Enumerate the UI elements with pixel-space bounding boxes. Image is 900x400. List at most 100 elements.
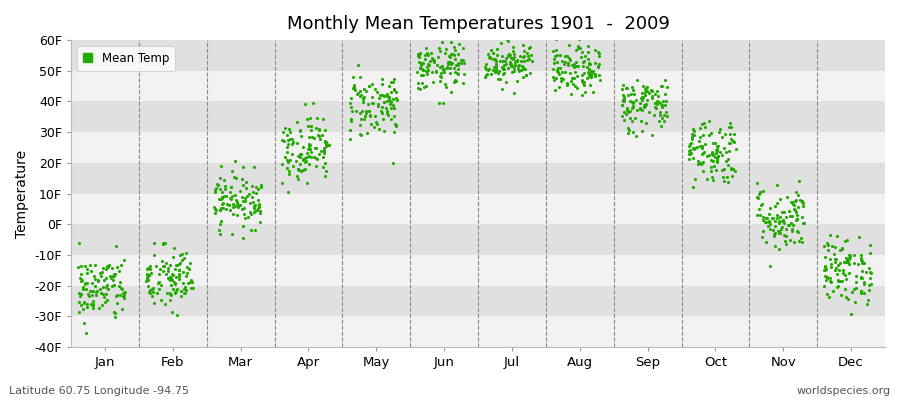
Point <box>817 283 832 290</box>
Point <box>790 192 805 198</box>
Point <box>174 293 188 300</box>
Point <box>220 206 234 212</box>
Point <box>653 82 668 89</box>
Point <box>832 267 846 274</box>
Point <box>716 166 731 172</box>
Point <box>140 270 154 277</box>
Point <box>212 206 227 213</box>
Point <box>237 211 251 217</box>
Point <box>625 118 639 124</box>
Point <box>413 65 428 71</box>
Point <box>442 58 456 65</box>
Point <box>621 92 635 99</box>
Point <box>356 99 370 106</box>
Point <box>280 132 294 138</box>
Point <box>756 188 770 194</box>
Point <box>504 63 518 69</box>
Point <box>304 154 319 160</box>
Point <box>681 151 696 157</box>
Point <box>723 131 737 138</box>
Point <box>629 97 643 103</box>
Point <box>343 126 357 133</box>
Point <box>772 196 787 202</box>
Point <box>615 102 629 108</box>
Point <box>212 175 227 181</box>
Point <box>640 84 654 90</box>
Point <box>828 259 842 266</box>
Point <box>439 65 454 72</box>
Point <box>726 166 741 172</box>
Point <box>618 110 633 117</box>
Point <box>835 278 850 285</box>
Point <box>431 54 446 60</box>
Point <box>497 70 511 77</box>
Point <box>654 83 669 90</box>
Point <box>817 266 832 273</box>
Point <box>498 35 512 42</box>
Point <box>359 88 374 94</box>
Point <box>615 102 629 108</box>
Point <box>786 222 800 228</box>
Point <box>353 131 367 137</box>
Point <box>575 92 590 98</box>
Point <box>785 228 799 234</box>
Point <box>650 101 664 108</box>
Point <box>435 39 449 46</box>
Point <box>562 55 577 62</box>
Point <box>616 96 631 103</box>
Point <box>650 88 664 94</box>
Point <box>705 130 719 136</box>
Point <box>824 278 838 285</box>
Point <box>229 197 243 204</box>
Point <box>659 109 673 115</box>
Point <box>310 132 325 138</box>
Point <box>280 148 294 155</box>
Point <box>681 155 696 162</box>
Point <box>510 58 525 64</box>
Point <box>857 290 871 296</box>
Point <box>702 152 716 158</box>
Point <box>487 64 501 70</box>
Point <box>293 127 308 133</box>
Point <box>752 190 766 197</box>
Point <box>834 292 849 298</box>
Point <box>252 208 266 214</box>
Point <box>577 58 591 64</box>
Point <box>514 67 528 73</box>
Point <box>791 229 806 235</box>
Bar <box>71 286 885 316</box>
Point <box>643 109 657 116</box>
Point <box>384 105 399 112</box>
Point <box>368 86 382 92</box>
Point <box>853 274 868 281</box>
Point <box>420 67 435 74</box>
Point <box>691 161 706 168</box>
Point <box>152 271 166 277</box>
Bar <box>71 132 885 163</box>
Point <box>251 204 266 210</box>
Point <box>453 41 467 48</box>
Point <box>73 293 87 299</box>
Point <box>140 283 155 290</box>
Point <box>224 196 238 202</box>
Point <box>419 71 434 78</box>
Point <box>552 84 566 90</box>
Point <box>571 63 585 69</box>
Point <box>212 196 226 202</box>
Point <box>782 208 796 214</box>
Point <box>706 177 720 183</box>
Point <box>615 86 629 92</box>
Point <box>443 70 457 77</box>
Point <box>212 186 227 192</box>
Point <box>576 62 590 69</box>
Point <box>382 96 397 102</box>
Point <box>574 54 589 61</box>
Point <box>523 52 537 59</box>
Point <box>410 50 425 57</box>
Point <box>101 286 115 292</box>
Point <box>828 244 842 250</box>
Point <box>563 90 578 97</box>
Point <box>436 66 451 72</box>
Point <box>582 60 597 67</box>
Point <box>478 64 492 70</box>
